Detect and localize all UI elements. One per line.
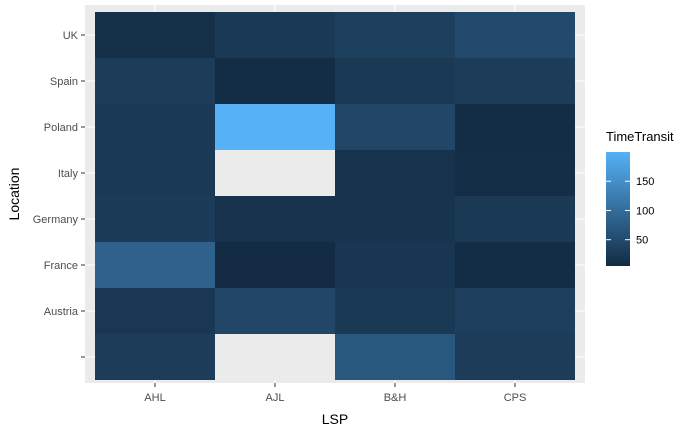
heatmap-cell [95, 196, 215, 242]
legend-tick-label: 150 [636, 176, 654, 188]
x-tick-label: AHL [144, 392, 165, 404]
heatmap-cell [215, 58, 335, 104]
y-axis-title: Location [6, 168, 22, 221]
y-axis: Austria France Germany Italy Poland Spain UK [33, 30, 85, 358]
y-tick-label: Italy [58, 168, 79, 180]
x-axis: AHL AJL B&H CPS [144, 383, 526, 404]
heatmap-cell [215, 104, 335, 150]
heatmap-cell [455, 12, 575, 58]
y-tick-label: Germany [33, 214, 79, 226]
heatmap-cell [335, 334, 455, 380]
x-tick-label: CPS [504, 392, 527, 404]
heatmap-cell [335, 150, 455, 196]
heatmap-cell [335, 12, 455, 58]
heatmap-cell [455, 150, 575, 196]
heatmap-cell [455, 104, 575, 150]
heatmap-cell [215, 150, 335, 196]
heatmap-cell [215, 288, 335, 334]
legend: TimeTransit 50 100 150 [606, 129, 674, 266]
x-tick-label: AJL [266, 392, 285, 404]
heatmap-cell [455, 58, 575, 104]
heatmap-cell [215, 242, 335, 288]
heatmap-cell [455, 288, 575, 334]
heatmap-cell [95, 150, 215, 196]
heatmap-cell [335, 288, 455, 334]
y-tick-label: Austria [44, 306, 79, 318]
y-tick-label: UK [63, 30, 79, 42]
x-tick-label: B&H [384, 392, 407, 404]
heatmap-cell [215, 196, 335, 242]
y-tick-label: Spain [50, 76, 78, 88]
heatmap-cell [335, 104, 455, 150]
legend-title: TimeTransit [606, 129, 674, 144]
heatmap-cell [455, 196, 575, 242]
heatmap-cells [95, 12, 575, 380]
heatmap-cell [335, 242, 455, 288]
heatmap-cell [455, 242, 575, 288]
heatmap-cell [95, 334, 215, 380]
heatmap-cell [335, 58, 455, 104]
x-axis-title: LSP [322, 411, 348, 427]
heatmap-cell [95, 104, 215, 150]
legend-ticks: 50 100 150 [606, 176, 654, 247]
heatmap-cell [455, 334, 575, 380]
heatmap-cell [95, 12, 215, 58]
heatmap-cell [95, 58, 215, 104]
legend-tick-label: 50 [636, 235, 648, 247]
y-tick-label: Poland [44, 122, 78, 134]
legend-colorbar [606, 152, 630, 266]
heatmap-cell [335, 196, 455, 242]
heatmap-cell [95, 242, 215, 288]
heatmap-cell [95, 288, 215, 334]
heatmap-cell [215, 12, 335, 58]
y-tick-label: France [44, 260, 78, 272]
legend-tick-label: 100 [636, 205, 654, 217]
heatmap-cell [215, 334, 335, 380]
